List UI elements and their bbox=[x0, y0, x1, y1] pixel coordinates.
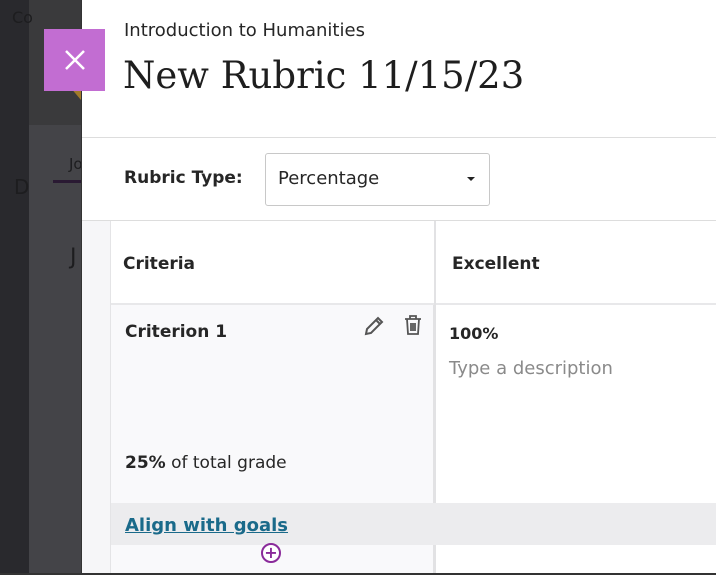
pencil-icon[interactable] bbox=[363, 315, 385, 337]
window-border bbox=[0, 573, 716, 575]
course-name: Introduction to Humanities bbox=[124, 20, 365, 41]
description-input[interactable]: Type a description bbox=[449, 358, 613, 379]
background-course-label: Co bbox=[12, 8, 33, 27]
table-header-row bbox=[111, 221, 716, 305]
background-tab: Jo bbox=[69, 155, 83, 173]
background-tab-indicator bbox=[53, 180, 81, 183]
weight-value: 25% bbox=[125, 453, 166, 473]
divider bbox=[82, 220, 716, 221]
app-sidebar bbox=[0, 0, 29, 575]
weight-text: of total grade bbox=[165, 453, 287, 473]
rubric-panel: Introduction to Humanities New Rubric 11… bbox=[81, 0, 716, 575]
background-nav-item: D bbox=[14, 175, 30, 199]
divider bbox=[82, 137, 716, 138]
column-separator bbox=[434, 221, 436, 575]
rubric-type-label: Rubric Type: bbox=[124, 168, 243, 188]
goals-row bbox=[111, 503, 716, 545]
close-button[interactable] bbox=[44, 29, 105, 91]
rubric-type-select[interactable]: Percentage bbox=[265, 153, 490, 206]
rubric-type-value: Percentage bbox=[278, 168, 380, 189]
align-with-goals-link[interactable]: Align with goals bbox=[125, 515, 289, 536]
criterion-weight: 25% of total grade bbox=[125, 453, 287, 473]
add-criterion-icon[interactable]: + bbox=[261, 543, 281, 563]
criterion-name: Criterion 1 bbox=[125, 322, 228, 342]
background-heading: J bbox=[70, 245, 77, 270]
column-header-excellent[interactable]: Excellent bbox=[452, 254, 540, 274]
column-header-criteria: Criteria bbox=[123, 254, 196, 274]
table-gutter bbox=[82, 221, 111, 575]
trash-icon[interactable] bbox=[402, 314, 424, 336]
excellent-percent[interactable]: 100% bbox=[449, 324, 499, 343]
close-icon bbox=[64, 50, 85, 70]
caret-down-icon bbox=[467, 177, 475, 181]
page-title: New Rubric 11/15/23 bbox=[123, 54, 525, 97]
